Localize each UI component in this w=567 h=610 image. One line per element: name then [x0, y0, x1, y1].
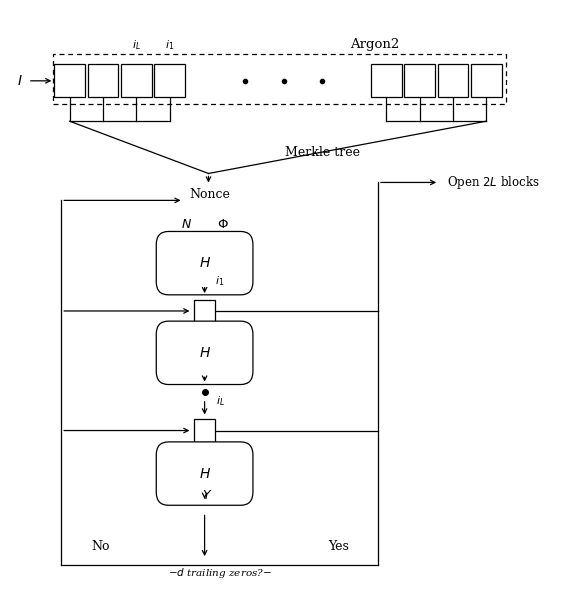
Text: $H$: $H$	[198, 346, 210, 360]
Text: $N$: $N$	[181, 218, 192, 231]
FancyBboxPatch shape	[154, 65, 185, 97]
FancyBboxPatch shape	[121, 65, 151, 97]
FancyBboxPatch shape	[471, 65, 502, 97]
Text: Yes: Yes	[329, 540, 349, 553]
Text: No: No	[91, 540, 109, 553]
Text: $i_1$: $i_1$	[215, 274, 225, 289]
Text: $H$: $H$	[198, 256, 210, 270]
FancyBboxPatch shape	[194, 419, 215, 442]
Text: Open $2L$ blocks: Open $2L$ blocks	[447, 174, 540, 191]
FancyBboxPatch shape	[438, 65, 468, 97]
Text: Merkle tree: Merkle tree	[285, 146, 360, 159]
FancyBboxPatch shape	[156, 321, 253, 384]
Text: $H$: $H$	[198, 467, 210, 481]
Text: $-d$ trailing zeros?$-$: $-d$ trailing zeros?$-$	[168, 566, 272, 580]
Text: $i_L$: $i_L$	[132, 38, 141, 52]
Text: $\Phi$: $\Phi$	[217, 218, 229, 231]
FancyBboxPatch shape	[156, 231, 253, 295]
FancyBboxPatch shape	[371, 65, 401, 97]
Text: Argon2: Argon2	[350, 38, 399, 51]
Text: $Y$: $Y$	[202, 489, 213, 501]
FancyBboxPatch shape	[194, 300, 215, 322]
FancyBboxPatch shape	[54, 65, 85, 97]
Text: $i_1$: $i_1$	[165, 38, 174, 52]
FancyBboxPatch shape	[156, 442, 253, 505]
FancyBboxPatch shape	[88, 65, 118, 97]
Text: $i_L$: $i_L$	[215, 394, 225, 408]
Text: $I$: $I$	[16, 74, 23, 88]
Text: Nonce: Nonce	[189, 188, 230, 201]
FancyBboxPatch shape	[404, 65, 435, 97]
